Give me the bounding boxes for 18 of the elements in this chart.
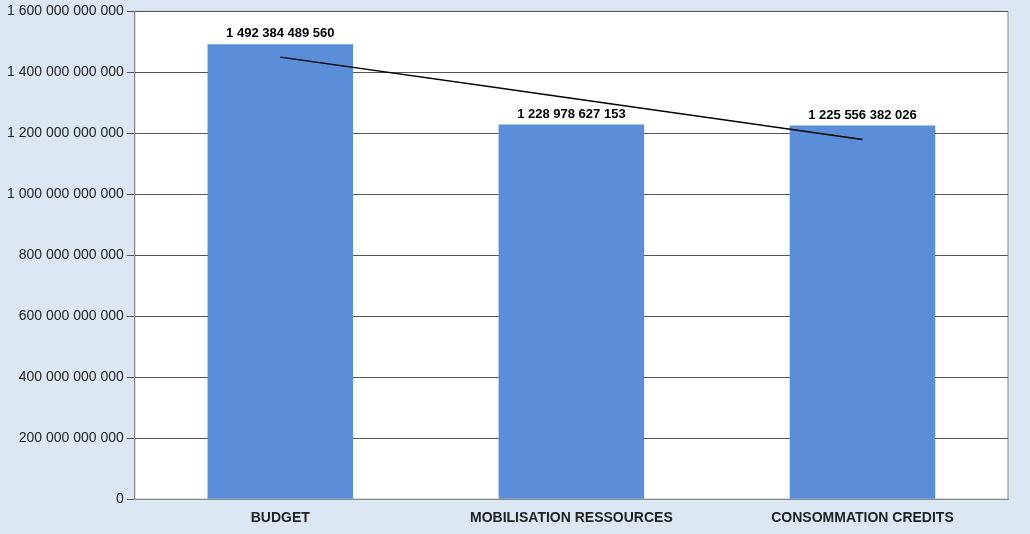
y-tick-label: 1 600 000 000 000 bbox=[7, 2, 124, 19]
y-tick-label: 800 000 000 000 bbox=[18, 246, 124, 263]
x-tick-label: BUDGET bbox=[250, 509, 311, 526]
data-label: 1 492 384 489 560 bbox=[226, 25, 335, 41]
x-tick-label: MOBILISATION RESSOURCES bbox=[470, 509, 673, 526]
y-tick-label: 0 bbox=[115, 490, 124, 507]
y-tick-label: 1 200 000 000 000 bbox=[7, 124, 124, 141]
data-label: 1 228 978 627 153 bbox=[517, 105, 626, 121]
y-tick-label: 400 000 000 000 bbox=[18, 368, 124, 385]
y-tick-label: 1 400 000 000 000 bbox=[7, 63, 124, 80]
bar bbox=[207, 44, 354, 499]
data-label: 1 225 556 382 026 bbox=[808, 106, 917, 122]
x-tick-label: CONSOMMATION CREDITS bbox=[771, 509, 954, 526]
y-tick-label: 1 000 000 000 000 bbox=[7, 185, 124, 202]
y-tick-label: 600 000 000 000 bbox=[18, 307, 124, 324]
y-tick-label: 200 000 000 000 bbox=[18, 429, 124, 446]
bar bbox=[498, 124, 645, 499]
bar bbox=[789, 125, 936, 499]
